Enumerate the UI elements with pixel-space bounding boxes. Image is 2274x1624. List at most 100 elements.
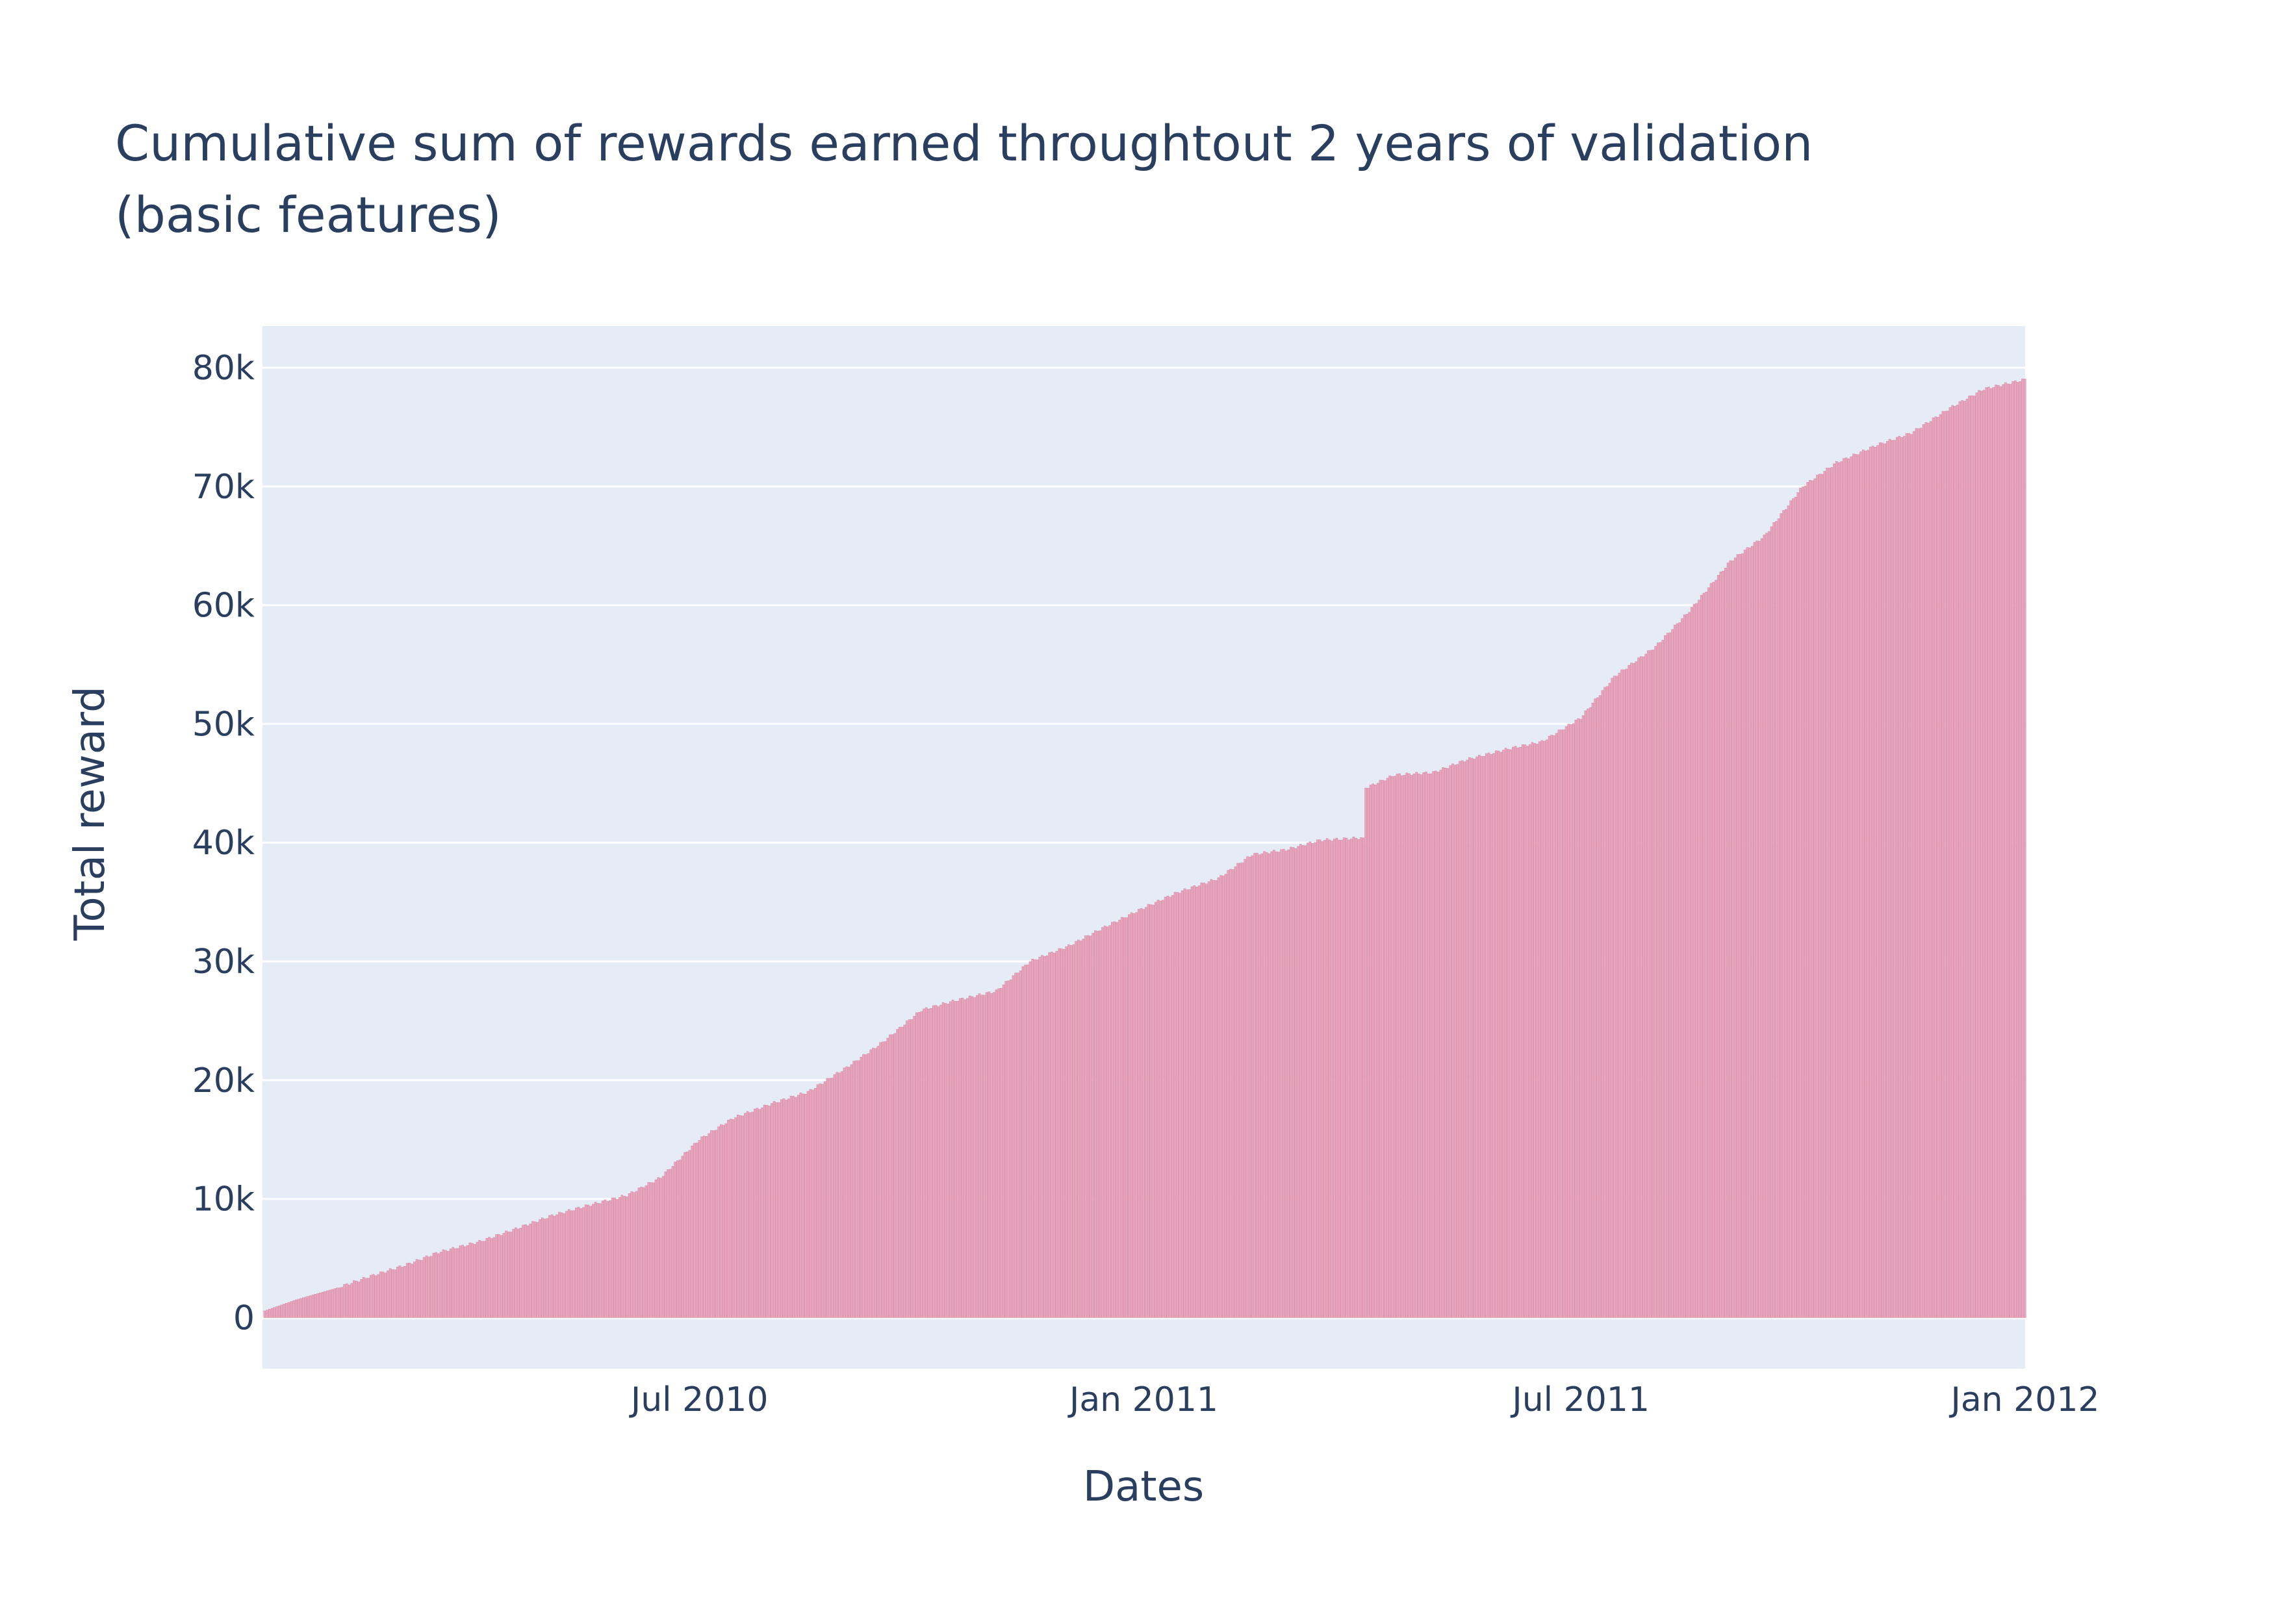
bar <box>572 1210 575 1318</box>
bar <box>1067 944 1070 1318</box>
bar <box>1145 907 1147 1318</box>
bar <box>1108 925 1111 1318</box>
bar <box>613 1197 617 1318</box>
bar <box>1915 428 1918 1318</box>
bar <box>1147 904 1150 1318</box>
bar <box>1224 874 1227 1318</box>
bar <box>1154 902 1157 1318</box>
bar <box>995 989 998 1318</box>
bar <box>988 991 991 1318</box>
bar <box>336 1288 339 1318</box>
bar <box>1335 837 1338 1318</box>
bar <box>778 1102 780 1318</box>
bar <box>1965 398 1969 1318</box>
bar <box>915 1012 918 1318</box>
y-tick-label: 50k <box>192 705 255 744</box>
bar <box>398 1265 402 1318</box>
bar <box>1435 770 1437 1318</box>
bar <box>797 1095 800 1318</box>
bar <box>324 1291 327 1318</box>
bar <box>1717 575 1720 1318</box>
bar <box>546 1218 549 1318</box>
bar <box>1982 390 1986 1318</box>
bar <box>1784 509 1787 1318</box>
bar <box>941 1002 945 1318</box>
bar <box>1246 856 1249 1318</box>
y-tick-label: 80k <box>192 349 255 388</box>
bar <box>652 1182 655 1318</box>
bar <box>1908 433 1911 1318</box>
bar <box>1338 839 1341 1318</box>
bar <box>1837 462 1841 1318</box>
bar <box>985 992 988 1318</box>
bar <box>1128 914 1131 1318</box>
bar <box>702 1136 706 1318</box>
bar <box>2016 382 2019 1318</box>
bar <box>1442 767 1444 1318</box>
bar <box>556 1214 558 1318</box>
bar <box>1847 458 1850 1318</box>
bar <box>519 1228 522 1318</box>
bar <box>712 1130 715 1318</box>
bar <box>1656 642 1659 1318</box>
bar <box>1799 488 1802 1318</box>
bar <box>1961 400 1963 1318</box>
bar <box>326 1290 329 1318</box>
bar <box>637 1187 641 1318</box>
bar <box>531 1221 534 1318</box>
bar <box>1427 773 1430 1318</box>
bar <box>1348 839 1350 1318</box>
bar <box>1871 446 1874 1318</box>
y-tick-label: 60k <box>192 587 255 626</box>
bar <box>923 1008 925 1318</box>
bar <box>466 1245 469 1318</box>
bar <box>1563 730 1565 1318</box>
bar <box>1304 845 1307 1318</box>
bar <box>1103 925 1106 1318</box>
bar <box>492 1237 496 1318</box>
bar <box>1971 395 1973 1318</box>
bar <box>536 1222 539 1318</box>
bar <box>1437 772 1440 1318</box>
bar <box>1770 526 1773 1318</box>
bar <box>1205 883 1208 1318</box>
bar <box>1924 422 1928 1318</box>
bar <box>1318 839 1322 1318</box>
bar <box>1861 450 1865 1318</box>
bar <box>1055 951 1058 1318</box>
bar <box>353 1280 355 1318</box>
bar <box>543 1219 546 1318</box>
bar <box>574 1208 578 1318</box>
bar <box>1082 939 1085 1318</box>
bar <box>633 1192 635 1318</box>
bar <box>1130 912 1133 1318</box>
bar <box>667 1169 669 1318</box>
bar <box>307 1296 310 1318</box>
bar <box>1111 922 1114 1318</box>
bar <box>1197 885 1201 1318</box>
bar <box>1125 917 1128 1318</box>
bar <box>594 1202 597 1318</box>
bar <box>345 1283 348 1318</box>
bar <box>1596 697 1599 1318</box>
bar <box>1466 759 1468 1318</box>
bar <box>944 1003 947 1318</box>
bar <box>1630 663 1633 1318</box>
bar <box>338 1288 341 1318</box>
bar <box>1220 875 1222 1318</box>
bar <box>1388 775 1392 1318</box>
bar <box>1854 454 1858 1318</box>
bar <box>792 1096 795 1318</box>
bar <box>896 1029 899 1318</box>
bar <box>1034 959 1036 1318</box>
bar <box>1625 668 1628 1318</box>
bar <box>1236 863 1239 1318</box>
bar <box>357 1281 361 1318</box>
bar <box>435 1252 438 1318</box>
bar <box>862 1054 865 1318</box>
bar <box>956 1000 959 1318</box>
bar <box>1857 454 1860 1318</box>
bar <box>1746 547 1749 1318</box>
bar <box>1132 913 1136 1318</box>
bar <box>1398 773 1401 1318</box>
